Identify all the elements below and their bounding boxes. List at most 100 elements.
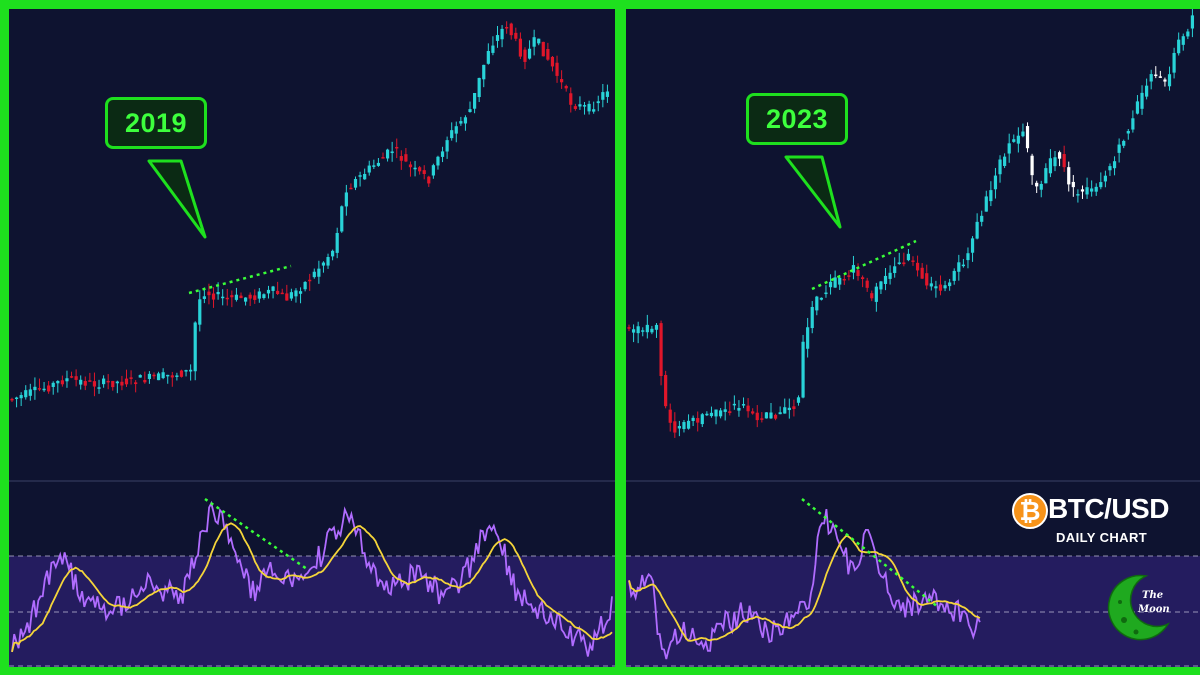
candle-body [984,196,988,212]
candle-body [1030,155,1034,176]
candle-body [601,92,605,100]
candle [367,160,371,176]
candle-body [1163,79,1167,82]
candle-body [769,412,773,419]
candle-body [970,238,975,253]
candle-body [847,275,851,277]
candle-body [1062,154,1066,168]
candle-body [47,385,51,392]
candle [1186,28,1190,40]
candle-body [691,417,695,421]
candle-body [728,411,732,414]
candle [189,364,193,381]
candle-body [472,92,477,109]
candle-body [664,375,668,407]
candle [1085,177,1089,199]
candle-body [193,322,197,372]
rsi-trendline [801,498,939,608]
logo-text-2: Moon [1137,604,1170,615]
candle-body [605,91,610,97]
candle-body [902,262,906,265]
candle-body [1149,74,1153,82]
candle [468,101,472,113]
candle [737,400,741,417]
candle-body [230,295,234,298]
candle [482,64,486,88]
candle [56,380,60,393]
candle [486,43,490,65]
candle [326,253,330,269]
candle [673,412,677,438]
candle-body [344,192,348,207]
candle [317,260,321,284]
candle [156,371,161,381]
rsi-line [11,500,613,657]
candle [929,276,933,291]
candle [230,290,234,308]
candle [399,150,403,170]
candle [298,287,303,304]
candle [1122,139,1126,149]
candle [363,168,367,180]
candle [1039,180,1043,198]
candle [440,146,445,163]
chart-panel-2019-svg [9,21,615,667]
candle [1016,127,1020,153]
candle-body [289,292,293,299]
rsi-moving-average [628,534,981,642]
candle-body [546,49,550,60]
candle-body [1012,139,1016,142]
candle-body [1080,189,1085,192]
candle-body [737,407,741,411]
candle-body [929,283,933,287]
candle-body [1021,131,1025,137]
candle [592,101,596,114]
candle-body [385,149,390,159]
candle-body [764,412,769,419]
candle [514,27,518,42]
candle-body [961,264,965,267]
candle [102,375,106,388]
candle-body [975,221,979,239]
candle-body [1007,143,1011,154]
candle-body [893,266,897,274]
candle-body [1039,183,1043,190]
candle [641,327,645,337]
candle [1030,153,1034,185]
ticker-block: ₿ BTC/USD DAILY CHART [1012,488,1200,558]
candle-body [376,162,381,166]
candle [51,381,55,395]
candle-body [266,289,271,294]
candle-body [1025,126,1030,149]
candle-body [842,278,846,281]
candle [550,56,555,72]
candle [870,290,874,302]
candle-body [1090,188,1094,192]
candle [696,411,700,432]
candle-body [1048,158,1053,174]
candle [787,398,791,419]
candle-body [335,232,339,253]
candle-body [1172,52,1176,73]
candle [115,380,119,394]
candle-body [751,411,755,414]
candle [664,370,668,409]
candle-body [668,409,672,423]
candle [1190,9,1195,38]
candle-body [696,418,700,423]
candle [541,41,545,57]
candle-body [427,176,431,184]
candle [74,369,78,387]
candle-body [650,328,654,333]
candle [60,375,64,387]
candle [746,398,750,418]
candle-body [943,285,947,289]
candle [773,413,778,421]
candle-body [1126,130,1130,134]
candle-body [248,294,252,299]
candle-body [326,257,330,266]
candle [993,167,998,199]
candle [193,321,197,381]
candle-body [143,379,147,383]
candle-body [1085,187,1089,195]
